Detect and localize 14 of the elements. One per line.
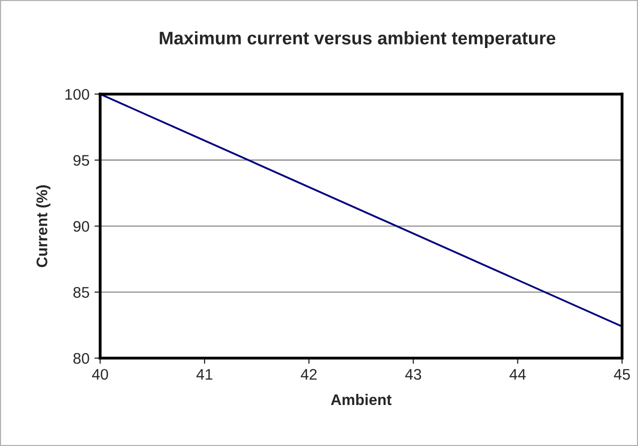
x-tick-label: 43 <box>405 368 422 380</box>
x-tick-label: 45 <box>614 369 630 380</box>
x-axis-title: Ambient <box>330 394 392 406</box>
x-tick-label: 41 <box>196 369 212 380</box>
x-tick-label: 44 <box>510 369 526 380</box>
y-tick-label: 95 <box>73 154 90 166</box>
y-tick-label: 100 <box>65 88 90 100</box>
x-tick-label: 40 <box>92 368 108 380</box>
chart-title: Maximum current versus ambient temperature <box>160 31 556 48</box>
y-axis-title: Current (%) <box>36 185 50 268</box>
y-tick-label: 85 <box>73 287 90 298</box>
y-tick-label: 90 <box>73 220 90 232</box>
y-tick-label: 80 <box>73 353 90 364</box>
x-tick-label: 42 <box>300 368 317 380</box>
